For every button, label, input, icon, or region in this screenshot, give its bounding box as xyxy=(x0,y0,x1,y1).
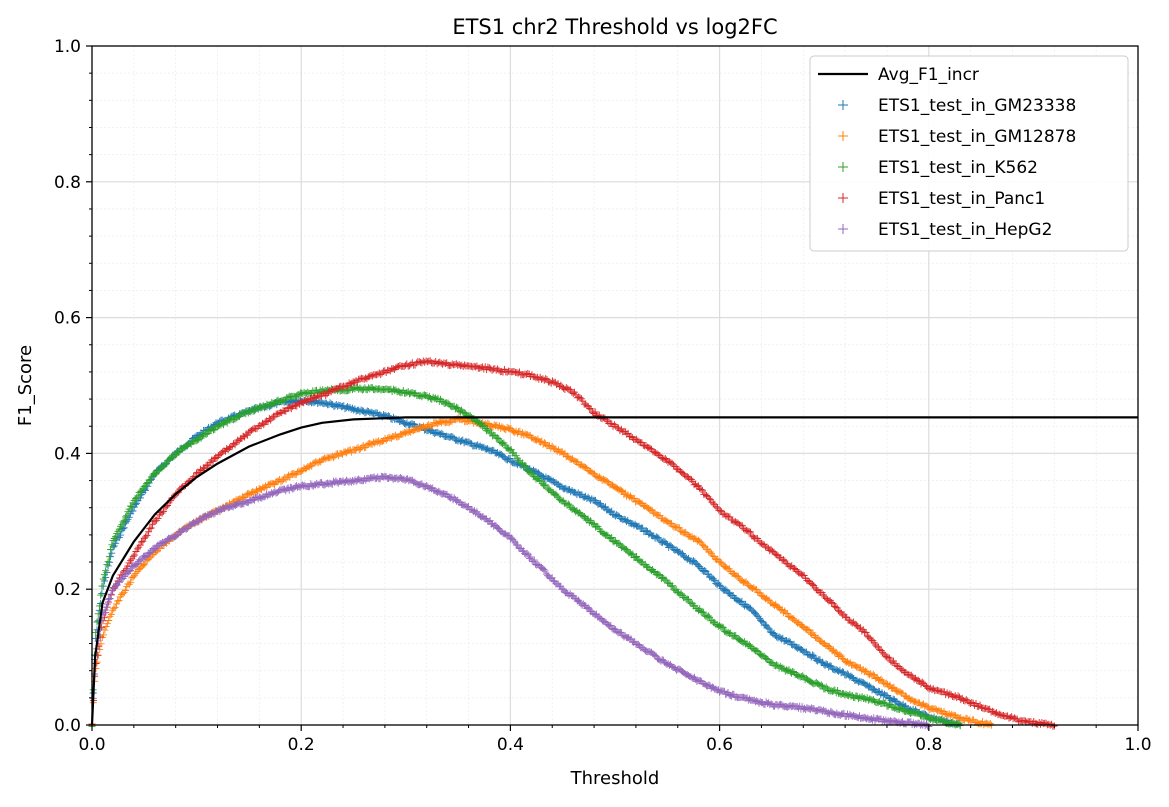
series-markers xyxy=(88,357,1058,730)
series-markers xyxy=(88,396,964,729)
y-tick-label: 1.0 xyxy=(54,37,81,57)
legend-marker-swatch xyxy=(838,193,848,203)
ticks-layer: 0.0 0.2 0.4 0.6 0.8 1.0 0.0 0.2 0.4 0.6 0.8 1.0 xyxy=(54,37,1152,755)
legend-box xyxy=(809,55,1129,252)
series-ETS1_test_in_Panc1 xyxy=(88,357,1058,730)
legend-item: ETS1_test_in_K562 xyxy=(838,158,1038,178)
legend-label: ETS1_test_in_Panc1 xyxy=(878,189,1045,209)
legend-label: ETS1_test_in_HepG2 xyxy=(878,220,1052,240)
x-tick-label: 0.8 xyxy=(915,735,942,755)
plot-frame xyxy=(91,45,1139,726)
series-line-Avg_F1_incr xyxy=(90,416,1138,726)
x-tick-label: 0.2 xyxy=(288,735,315,755)
x-tick-label: 0.6 xyxy=(706,735,733,755)
legend-label: ETS1_test_in_GM12878 xyxy=(878,127,1076,147)
y-tick-label: 0.2 xyxy=(54,580,81,600)
legend-marker-swatch xyxy=(838,131,848,141)
series-ETS1_test_in_GM23338 xyxy=(88,396,964,729)
legend-item: ETS1_test_in_Panc1 xyxy=(838,189,1045,209)
chart-title: ETS1 chr2 Threshold vs log2FC xyxy=(452,15,777,39)
y-tick-label: 0.0 xyxy=(54,716,81,736)
legend-item: ETS1_test_in_HepG2 xyxy=(838,220,1052,240)
x-axis-label: Threshold xyxy=(570,768,660,789)
legend-item: ETS1_test_in_GM12878 xyxy=(838,127,1076,147)
x-tick-label: 0.4 xyxy=(497,735,524,755)
y-axis-label: F1_Score xyxy=(15,345,36,426)
y-tick-label: 0.6 xyxy=(54,309,81,329)
y-tick-label: 0.8 xyxy=(54,173,81,193)
series-layer xyxy=(88,357,1138,730)
legend-label: ETS1_test_in_K562 xyxy=(878,158,1038,178)
legend-item: Avg_F1_incr xyxy=(818,65,979,85)
legend-marker-swatch xyxy=(838,162,848,172)
y-tick-label: 0.4 xyxy=(54,444,81,464)
legend-marker-swatch xyxy=(838,100,848,110)
legend-item: ETS1_test_in_GM23338 xyxy=(838,96,1076,116)
legend: Avg_F1_incr ETS1_test_in_GM23338 ETS1_test… xyxy=(809,55,1129,252)
x-tick-label: 0.0 xyxy=(78,735,105,755)
legend-label: ETS1_test_in_GM23338 xyxy=(878,96,1076,116)
legend-marker-swatch xyxy=(838,224,848,234)
legend-label: Avg_F1_incr xyxy=(878,65,979,85)
x-tick-label: 1.0 xyxy=(1124,735,1151,755)
